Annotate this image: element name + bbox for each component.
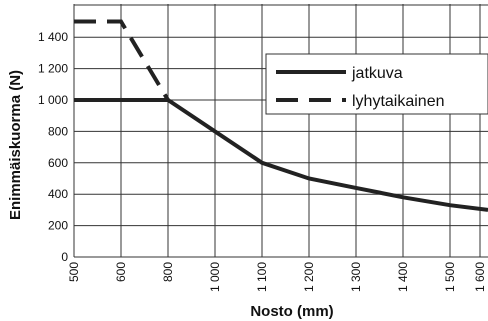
x-tick-label: 500 [67,262,81,282]
x-tick-label: 1 400 [396,262,410,292]
y-axis-title: Enimmäiskuorma (N) [7,70,24,220]
series-line-lyhytaikainen [74,19,170,102]
y-tick-label: 0 [61,250,68,264]
y-tick-label: 1 400 [38,30,68,44]
y-tick-label: 1 000 [38,93,68,107]
legend-label-jatkuva: jatkuva [351,65,403,82]
x-tick-label: 1 000 [208,262,222,292]
x-axis-ticks: 500 600 800 1 000 1 100 1 200 1 300 1 400 1 500 1… [67,262,487,292]
series-line-jatkuva [74,98,488,212]
y-tick-label: 800 [48,124,68,138]
x-tick-label: 1 500 [443,262,457,292]
y-tick-label: 1 200 [38,62,68,76]
y-tick-label: 600 [48,156,68,170]
x-tick-label: 1 200 [302,262,316,292]
legend-label-lyhytaikainen: lyhytaikainen [352,93,445,110]
legend-box [265,53,488,115]
x-tick-label: 1 300 [349,262,363,292]
y-tick-label: 400 [48,187,68,201]
y-tick-label: 200 [48,219,68,233]
x-tick-label: 600 [114,262,128,282]
legend: jatkuva lyhytaikainen [265,53,488,115]
y-axis-ticks: 0 200 400 600 800 1 000 1 200 1 400 [38,30,68,264]
x-axis-title: Nosto (mm) [250,303,333,320]
x-tick-label: 1 100 [255,262,269,292]
x-tick-label: 1 600 [473,262,487,292]
series-group [74,19,488,212]
x-tick-label: 800 [161,262,175,282]
grid [73,4,488,258]
